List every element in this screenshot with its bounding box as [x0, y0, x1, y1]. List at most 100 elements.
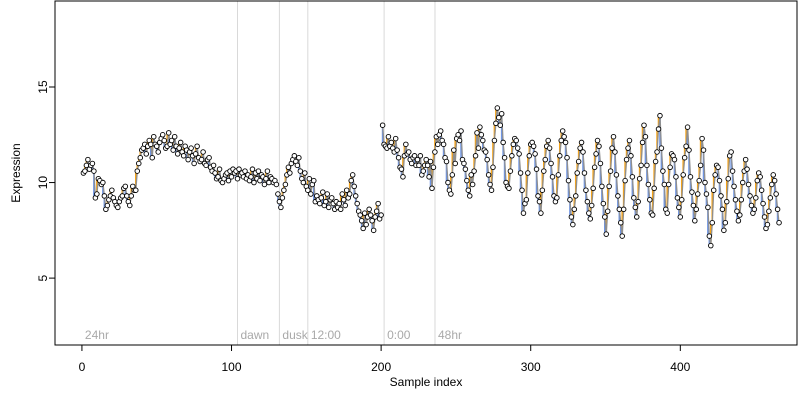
data-point: [699, 135, 705, 142]
data-point: [369, 218, 375, 224]
data-point: [137, 154, 144, 161]
data-point: [606, 183, 612, 190]
data-point: [155, 149, 161, 155]
data-point: [458, 128, 464, 134]
data-point: [686, 147, 692, 153]
data-point: [509, 153, 515, 159]
data-point: [251, 179, 257, 186]
data-point: [715, 164, 721, 171]
data-point: [424, 162, 431, 169]
data-point: [631, 195, 637, 201]
data-point: [426, 174, 432, 180]
data-point: [171, 133, 178, 140]
data-point: [445, 179, 451, 186]
data-point: [523, 197, 530, 203]
data-point: [170, 147, 176, 153]
data-point: [660, 168, 666, 174]
data-point: [411, 153, 418, 159]
data-point: [210, 162, 217, 169]
data-point: [604, 208, 611, 214]
data-point: [225, 177, 232, 184]
data-point: [561, 133, 567, 140]
data-point: [398, 166, 405, 172]
data-point: [638, 162, 644, 169]
plot-frame: [54, 0, 798, 346]
data-point: [578, 139, 585, 146]
data-point: [348, 177, 354, 184]
data-point: [588, 202, 595, 209]
data-point: [354, 200, 360, 207]
data-point: [571, 206, 578, 213]
data-point: [590, 185, 596, 192]
data-point: [622, 177, 628, 184]
data-point: [693, 206, 700, 213]
phase-label: 48hr: [438, 328, 462, 342]
data-point: [119, 193, 126, 199]
data-point: [326, 204, 332, 211]
data-point: [758, 187, 765, 193]
data-point: [165, 130, 172, 136]
data-point: [724, 198, 730, 205]
data-point: [667, 164, 673, 171]
data-point: [340, 197, 347, 203]
data-point: [367, 212, 374, 218]
x-tick-label: 200: [371, 360, 391, 374]
data-point: [416, 162, 422, 169]
data-point: [191, 160, 197, 167]
data-point: [408, 160, 415, 167]
data-point: [423, 156, 429, 163]
data-point: [278, 204, 284, 211]
data-point: [645, 181, 652, 188]
data-point: [681, 154, 688, 161]
data-point: [501, 154, 508, 161]
data-point: [747, 193, 753, 199]
data-point: [464, 177, 470, 184]
x-tick-label: 100: [222, 360, 242, 374]
data-point: [437, 128, 444, 134]
data-point: [153, 143, 160, 149]
phase-label: 12:00: [311, 328, 341, 342]
data-point: [519, 187, 525, 193]
data-point: [180, 153, 187, 159]
data-point: [584, 198, 591, 205]
data-point: [346, 191, 353, 197]
data-point: [718, 193, 724, 199]
data-point: [577, 145, 583, 151]
data-point: [101, 193, 108, 199]
data-point: [429, 185, 435, 192]
data-point: [760, 200, 766, 207]
data-point: [311, 177, 317, 184]
data-point: [115, 204, 121, 211]
data-point: [625, 145, 631, 151]
data-point: [482, 149, 489, 155]
data-point: [174, 151, 181, 157]
data-point: [305, 187, 311, 193]
data-point: [281, 187, 287, 193]
data-point: [647, 197, 653, 203]
data-point: [516, 151, 522, 157]
data-point: [324, 191, 331, 197]
data-point: [554, 195, 560, 201]
data-point: [671, 156, 678, 163]
data-point: [500, 139, 506, 146]
data-point: [466, 193, 473, 199]
data-point: [565, 177, 572, 184]
data-point: [767, 195, 774, 201]
data-point: [478, 132, 485, 138]
data-point: [194, 143, 200, 149]
data-point: [360, 225, 366, 232]
data-point: [716, 177, 723, 184]
data-point: [513, 137, 519, 144]
data-point: [618, 219, 624, 226]
data-point: [128, 193, 135, 199]
data-point: [725, 175, 731, 182]
data-point: [474, 130, 480, 136]
data-point: [541, 168, 547, 174]
data-point: [649, 212, 656, 218]
data-point: [764, 221, 771, 228]
data-point: [739, 179, 746, 186]
data-point: [573, 193, 579, 199]
data-point: [639, 139, 646, 146]
data-point: [494, 105, 501, 111]
data-point: [673, 174, 679, 180]
